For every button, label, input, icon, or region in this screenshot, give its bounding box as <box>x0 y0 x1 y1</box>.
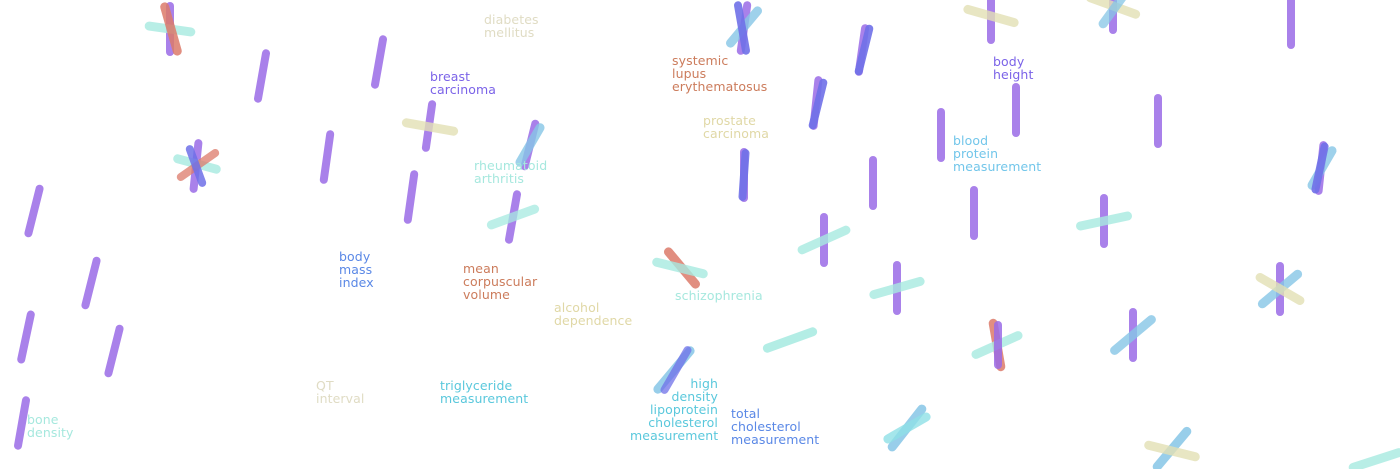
glyph-stroke <box>734 1 750 55</box>
glyph-stroke <box>869 276 925 300</box>
label-prostate-carcinoma: prostate carcinoma <box>703 113 770 141</box>
label-body-height: body height <box>993 54 1034 82</box>
label-schizophrenia: schizophrenia <box>675 288 763 303</box>
glyph-stroke <box>738 149 750 201</box>
label-diabetes-mellitus: diabetes mellitus <box>484 12 539 40</box>
label-rheumatoid-arthritis: rheumatoid arthritis <box>474 158 548 186</box>
glyph-stroke <box>963 4 1019 28</box>
glyph-stroke <box>883 412 931 444</box>
glyph-stroke <box>515 123 545 167</box>
label-total-cholesterol-measurement: total cholesterol measurement <box>731 406 820 447</box>
glyph-stroke <box>486 204 540 230</box>
glyph-stroke <box>652 257 708 279</box>
glyph-stroke <box>1144 440 1200 462</box>
label-triglyceride-measurement: triglyceride measurement <box>440 378 529 406</box>
glyph-stroke <box>254 49 270 103</box>
glyph-stroke <box>24 184 44 238</box>
glyph-stroke <box>81 256 101 310</box>
glyph-stroke <box>401 118 459 136</box>
glyph-stroke <box>14 396 30 450</box>
label-systemic-lupus-erythematosus: systemic lupus erythematosus <box>672 53 768 94</box>
glyph-stroke <box>762 327 818 353</box>
glyph-stroke <box>185 145 207 187</box>
glyph-stroke <box>1311 142 1329 194</box>
glyph-stroke <box>660 346 692 394</box>
glyph-stroke <box>160 2 182 56</box>
label-qt-interval: QT interval <box>316 378 365 406</box>
label-bone-density: bone density <box>27 412 74 440</box>
label-mean-corpuscular-volume: mean corpuscular volume <box>463 261 538 302</box>
label-alcohol-dependence: alcohol dependence <box>554 300 633 328</box>
label-body-mass-index: body mass index <box>339 249 374 290</box>
glyph-stroke <box>797 225 851 255</box>
glyph-stroke <box>1076 211 1132 231</box>
label-hdl-cholesterol-measurement: high density lipoprotein cholesterol mea… <box>630 376 719 443</box>
label-blood-protein-measurement: blood protein measurement <box>953 133 1042 174</box>
glyph-stroke <box>104 324 124 378</box>
glyph-stroke <box>1348 448 1400 469</box>
glyph-stroke <box>1098 0 1126 29</box>
glyph-stroke <box>319 130 335 184</box>
glyph-stroke <box>854 24 874 76</box>
glyph-stroke <box>808 78 828 130</box>
glyph-stroke <box>403 170 419 224</box>
glyph-stroke <box>371 35 387 89</box>
glyph-stroke <box>1255 273 1305 305</box>
glyph-stroke <box>17 310 35 364</box>
label-breast-carcinoma: breast carcinoma <box>430 69 497 97</box>
glyph-stroke <box>1110 315 1156 355</box>
